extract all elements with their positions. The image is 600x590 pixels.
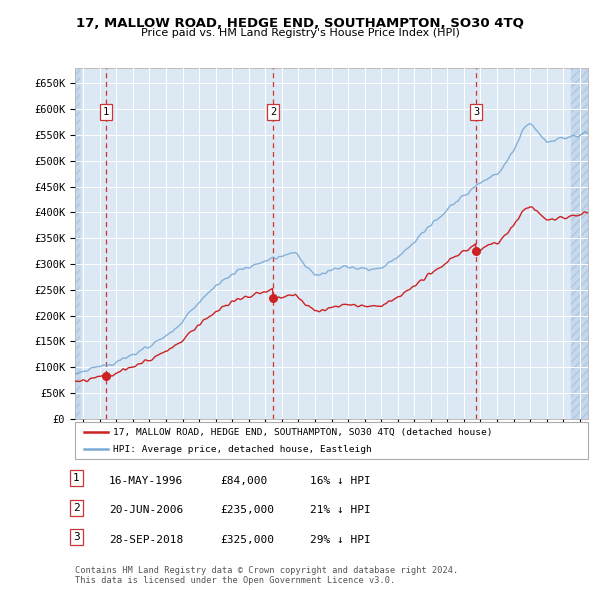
Text: 28-SEP-2018: 28-SEP-2018	[109, 535, 184, 545]
Text: 3: 3	[73, 532, 80, 542]
Text: 17, MALLOW ROAD, HEDGE END, SOUTHAMPTON, SO30 4TQ (detached house): 17, MALLOW ROAD, HEDGE END, SOUTHAMPTON,…	[113, 428, 493, 437]
Text: 1: 1	[73, 473, 80, 483]
Bar	[75, 68, 80, 419]
Text: 29% ↓ HPI: 29% ↓ HPI	[310, 535, 371, 545]
Text: 1: 1	[103, 107, 109, 117]
Bar	[571, 68, 588, 419]
Text: 21% ↓ HPI: 21% ↓ HPI	[310, 505, 371, 515]
Text: HPI: Average price, detached house, Eastleigh: HPI: Average price, detached house, East…	[113, 445, 372, 454]
Text: 2: 2	[270, 107, 276, 117]
Text: Price paid vs. HM Land Registry's House Price Index (HPI): Price paid vs. HM Land Registry's House …	[140, 28, 460, 38]
Text: This data is licensed under the Open Government Licence v3.0.: This data is licensed under the Open Gov…	[75, 576, 395, 585]
Text: 17, MALLOW ROAD, HEDGE END, SOUTHAMPTON, SO30 4TQ: 17, MALLOW ROAD, HEDGE END, SOUTHAMPTON,…	[76, 17, 524, 30]
Bar	[571, 68, 588, 419]
Text: 3: 3	[473, 107, 479, 117]
Text: 2: 2	[73, 503, 80, 513]
Text: 16-MAY-1996: 16-MAY-1996	[109, 476, 184, 486]
FancyBboxPatch shape	[75, 422, 588, 459]
Text: 20-JUN-2006: 20-JUN-2006	[109, 505, 184, 515]
Text: £325,000: £325,000	[220, 535, 274, 545]
Text: Contains HM Land Registry data © Crown copyright and database right 2024.: Contains HM Land Registry data © Crown c…	[75, 566, 458, 575]
Text: 16% ↓ HPI: 16% ↓ HPI	[310, 476, 371, 486]
Text: £84,000: £84,000	[220, 476, 268, 486]
Text: £235,000: £235,000	[220, 505, 274, 515]
Bar	[75, 68, 80, 419]
